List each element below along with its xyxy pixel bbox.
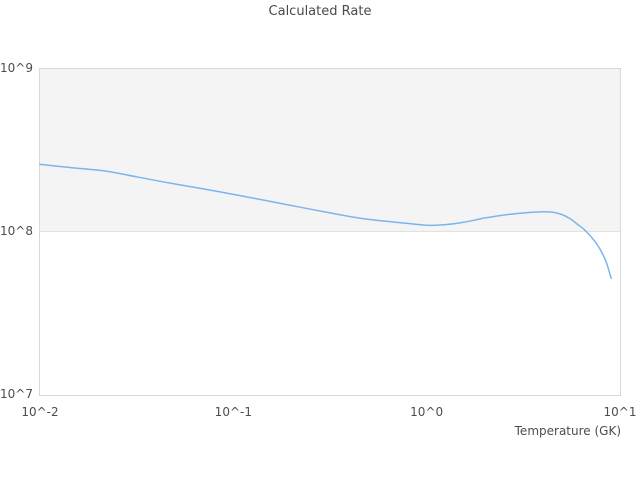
x-tick-label: 10^-2 [21,405,59,419]
chart-title: Calculated Rate [268,4,372,19]
y-tick-label: 10^9 [0,61,33,75]
y-tick-label: 10^7 [0,387,33,401]
plot-area [39,68,621,396]
line-series [39,163,612,280]
y-tick-label: 10^8 [0,224,33,238]
x-tick-label: 10^1 [603,405,637,419]
x-tick-label: 10^0 [410,405,444,419]
line-series-path [39,163,612,280]
x-axis-title: Temperature (GK) [514,424,621,438]
x-tick-label: 10^-1 [214,405,252,419]
plot-band [40,69,620,232]
